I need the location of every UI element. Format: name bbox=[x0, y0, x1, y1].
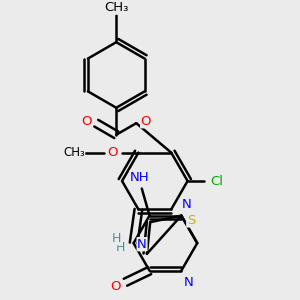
Text: O: O bbox=[81, 115, 92, 128]
Text: O: O bbox=[141, 115, 151, 128]
Text: N: N bbox=[137, 238, 147, 251]
Text: N: N bbox=[184, 276, 194, 289]
Text: NH: NH bbox=[130, 170, 150, 184]
Text: CH₃: CH₃ bbox=[104, 1, 128, 14]
Text: H: H bbox=[116, 242, 125, 254]
Text: H: H bbox=[112, 232, 121, 245]
Text: Cl: Cl bbox=[210, 175, 223, 188]
Text: S: S bbox=[187, 214, 195, 227]
Text: O: O bbox=[107, 146, 118, 159]
Text: CH₃: CH₃ bbox=[63, 146, 85, 159]
Text: N: N bbox=[181, 197, 191, 211]
Text: O: O bbox=[110, 280, 121, 292]
